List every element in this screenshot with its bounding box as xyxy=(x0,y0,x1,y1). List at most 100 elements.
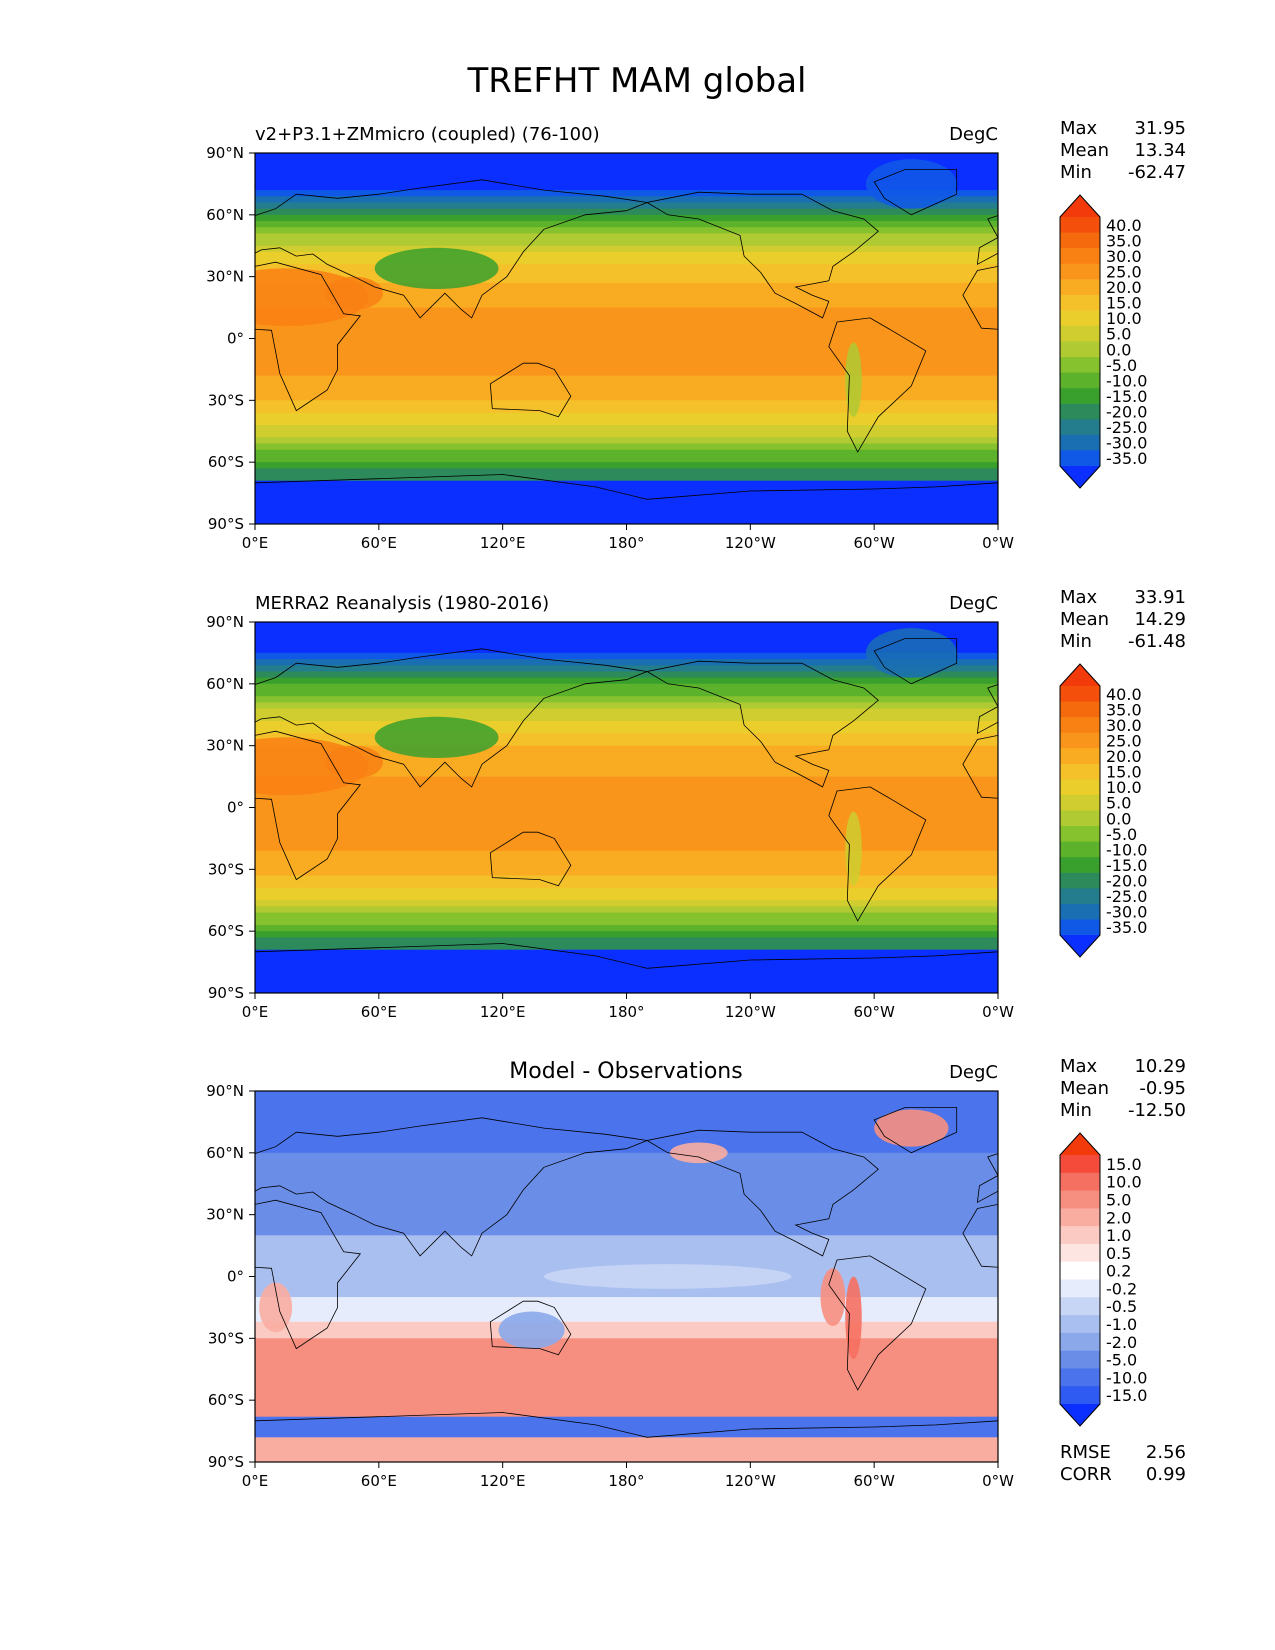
colorbar-tick-label: 0.5 xyxy=(1106,1244,1131,1263)
temperature-field xyxy=(255,153,998,524)
stats-box: Max 33.91 Mean 14.29 Min -61.48 xyxy=(1060,587,1186,652)
colorbar-tick-label: -5.0 xyxy=(1106,1351,1137,1370)
colorbar-extend-min xyxy=(1060,466,1100,488)
coastline-australia xyxy=(489,362,572,418)
diff-band xyxy=(255,1297,998,1323)
stats-box: Max 31.95 Mean 13.34 Min -62.47 xyxy=(1060,118,1186,183)
zonal-band xyxy=(255,671,998,679)
colorbar-tick-label: -35.0 xyxy=(1106,918,1147,937)
y-tick-label: 60°S xyxy=(208,922,244,940)
colorbar-segment xyxy=(1060,1226,1100,1245)
colorbar-tick-label: 10.0 xyxy=(1106,309,1142,328)
panel-title: Model - Observations xyxy=(509,1059,742,1084)
zonal-band xyxy=(255,727,998,734)
zonal-band xyxy=(255,282,998,290)
zonal-band xyxy=(255,857,998,864)
x-tick-label: 120°W xyxy=(725,534,776,552)
zonal-band xyxy=(255,202,998,210)
colorbar-segment xyxy=(1060,919,1100,936)
colorbar-segment xyxy=(1060,310,1100,327)
zonal-band xyxy=(255,190,998,197)
max-value: 33.91 xyxy=(1134,587,1186,608)
colorbar-extend-max xyxy=(1060,195,1100,217)
zonal-band xyxy=(255,394,998,401)
x-tick-label: 60°W xyxy=(853,534,895,552)
colorbar-tick-label: 2.0 xyxy=(1106,1208,1131,1227)
coastlines xyxy=(255,1107,998,1438)
zonal-band xyxy=(255,733,998,741)
zonal-band xyxy=(255,844,998,852)
zonal-band xyxy=(255,770,998,778)
zonal-band xyxy=(255,165,998,173)
zonal-band xyxy=(255,838,998,846)
colorbar: 15.010.05.02.01.00.50.2-0.2-0.5-1.0-2.0-… xyxy=(1059,1132,1147,1427)
colorbar-outline xyxy=(1059,663,1101,958)
colorbar-extend-max xyxy=(1060,1133,1100,1155)
zonal-band xyxy=(255,869,998,877)
colorbar-tick-label: 20.0 xyxy=(1106,278,1142,297)
x-tick-label: 120°W xyxy=(725,1003,776,1021)
max-value: 31.95 xyxy=(1134,118,1186,139)
zonal-band xyxy=(255,708,998,716)
colorbar-tick-label: 1.0 xyxy=(1106,1226,1131,1245)
coastline-n_america xyxy=(646,1129,879,1257)
panel-difference: Model - Observations DegC 0°E 60°E 120°E 18… xyxy=(206,1056,1186,1490)
colorbar-segment xyxy=(1060,686,1100,702)
colorbar-segment xyxy=(1060,325,1100,342)
max-value: 10.29 xyxy=(1134,1056,1186,1077)
zonal-band xyxy=(255,251,998,259)
colorbar-tick-label: 30.0 xyxy=(1106,247,1142,266)
zonal-band xyxy=(255,344,998,352)
coastline-n_america xyxy=(645,660,879,788)
mean-value: 14.29 xyxy=(1134,609,1186,630)
coastline-greenland xyxy=(873,638,958,685)
coastline-greenland xyxy=(873,1107,958,1154)
colorbar: 40.035.030.025.020.015.010.05.00.0-5.0-1… xyxy=(1059,663,1147,958)
colorbar-segment xyxy=(1060,1155,1100,1174)
colorbar-segment xyxy=(1060,872,1100,889)
zonal-band xyxy=(255,159,998,166)
zonal-band xyxy=(255,659,998,666)
zonal-band xyxy=(255,714,998,722)
zonal-band xyxy=(255,505,998,513)
y-tick-label: 30°N xyxy=(206,1206,244,1224)
panel-model: v2+P3.1+ZMmicro (coupled) (76-100) DegC … xyxy=(206,118,1186,552)
colorbar-segment xyxy=(1060,232,1100,249)
zonal-band xyxy=(255,264,998,272)
zonal-band xyxy=(255,221,998,228)
min-label: Min xyxy=(1060,1100,1092,1121)
zonal-band xyxy=(255,357,998,364)
map-axes: 0°E 60°E 120°E 180° 120°W 60°W 0°W 90°N 60°N 30°N… xyxy=(206,1082,1014,1490)
arabia-warm-spot xyxy=(325,745,383,779)
colorbar-segment xyxy=(1060,888,1100,905)
zonal-band xyxy=(255,776,998,784)
zonal-band xyxy=(255,233,998,241)
mean-label: Mean xyxy=(1060,1078,1109,1099)
zonal-band xyxy=(255,295,998,302)
zonal-band xyxy=(255,634,998,642)
colorbar-segment xyxy=(1060,1386,1100,1405)
zonal-band xyxy=(255,227,998,234)
zonal-band xyxy=(255,640,998,648)
colorbar-segment xyxy=(1060,388,1100,405)
x-tick-label: 120°E xyxy=(480,534,526,552)
zonal-band xyxy=(255,918,998,926)
colorbar-extend-min xyxy=(1060,1404,1100,1426)
zonal-band xyxy=(255,313,998,321)
zonal-band xyxy=(255,931,998,938)
colorbar-tick-label: -20.0 xyxy=(1106,403,1147,422)
zonal-band xyxy=(255,375,998,383)
zonal-band xyxy=(255,239,998,247)
zonal-band xyxy=(255,183,998,191)
zonal-band xyxy=(255,894,998,901)
x-tick-label: 60°E xyxy=(361,1472,397,1490)
colorbar-segment xyxy=(1060,217,1100,233)
y-tick-label: 60°N xyxy=(206,206,244,224)
colorbar-tick-label: -0.5 xyxy=(1106,1297,1137,1316)
colorbar-tick-label: 15.0 xyxy=(1106,763,1142,782)
tropical-pacific-light xyxy=(543,1264,792,1289)
zonal-band xyxy=(255,276,998,284)
zonal-band xyxy=(255,881,998,889)
panel-units: DegC xyxy=(949,593,998,614)
